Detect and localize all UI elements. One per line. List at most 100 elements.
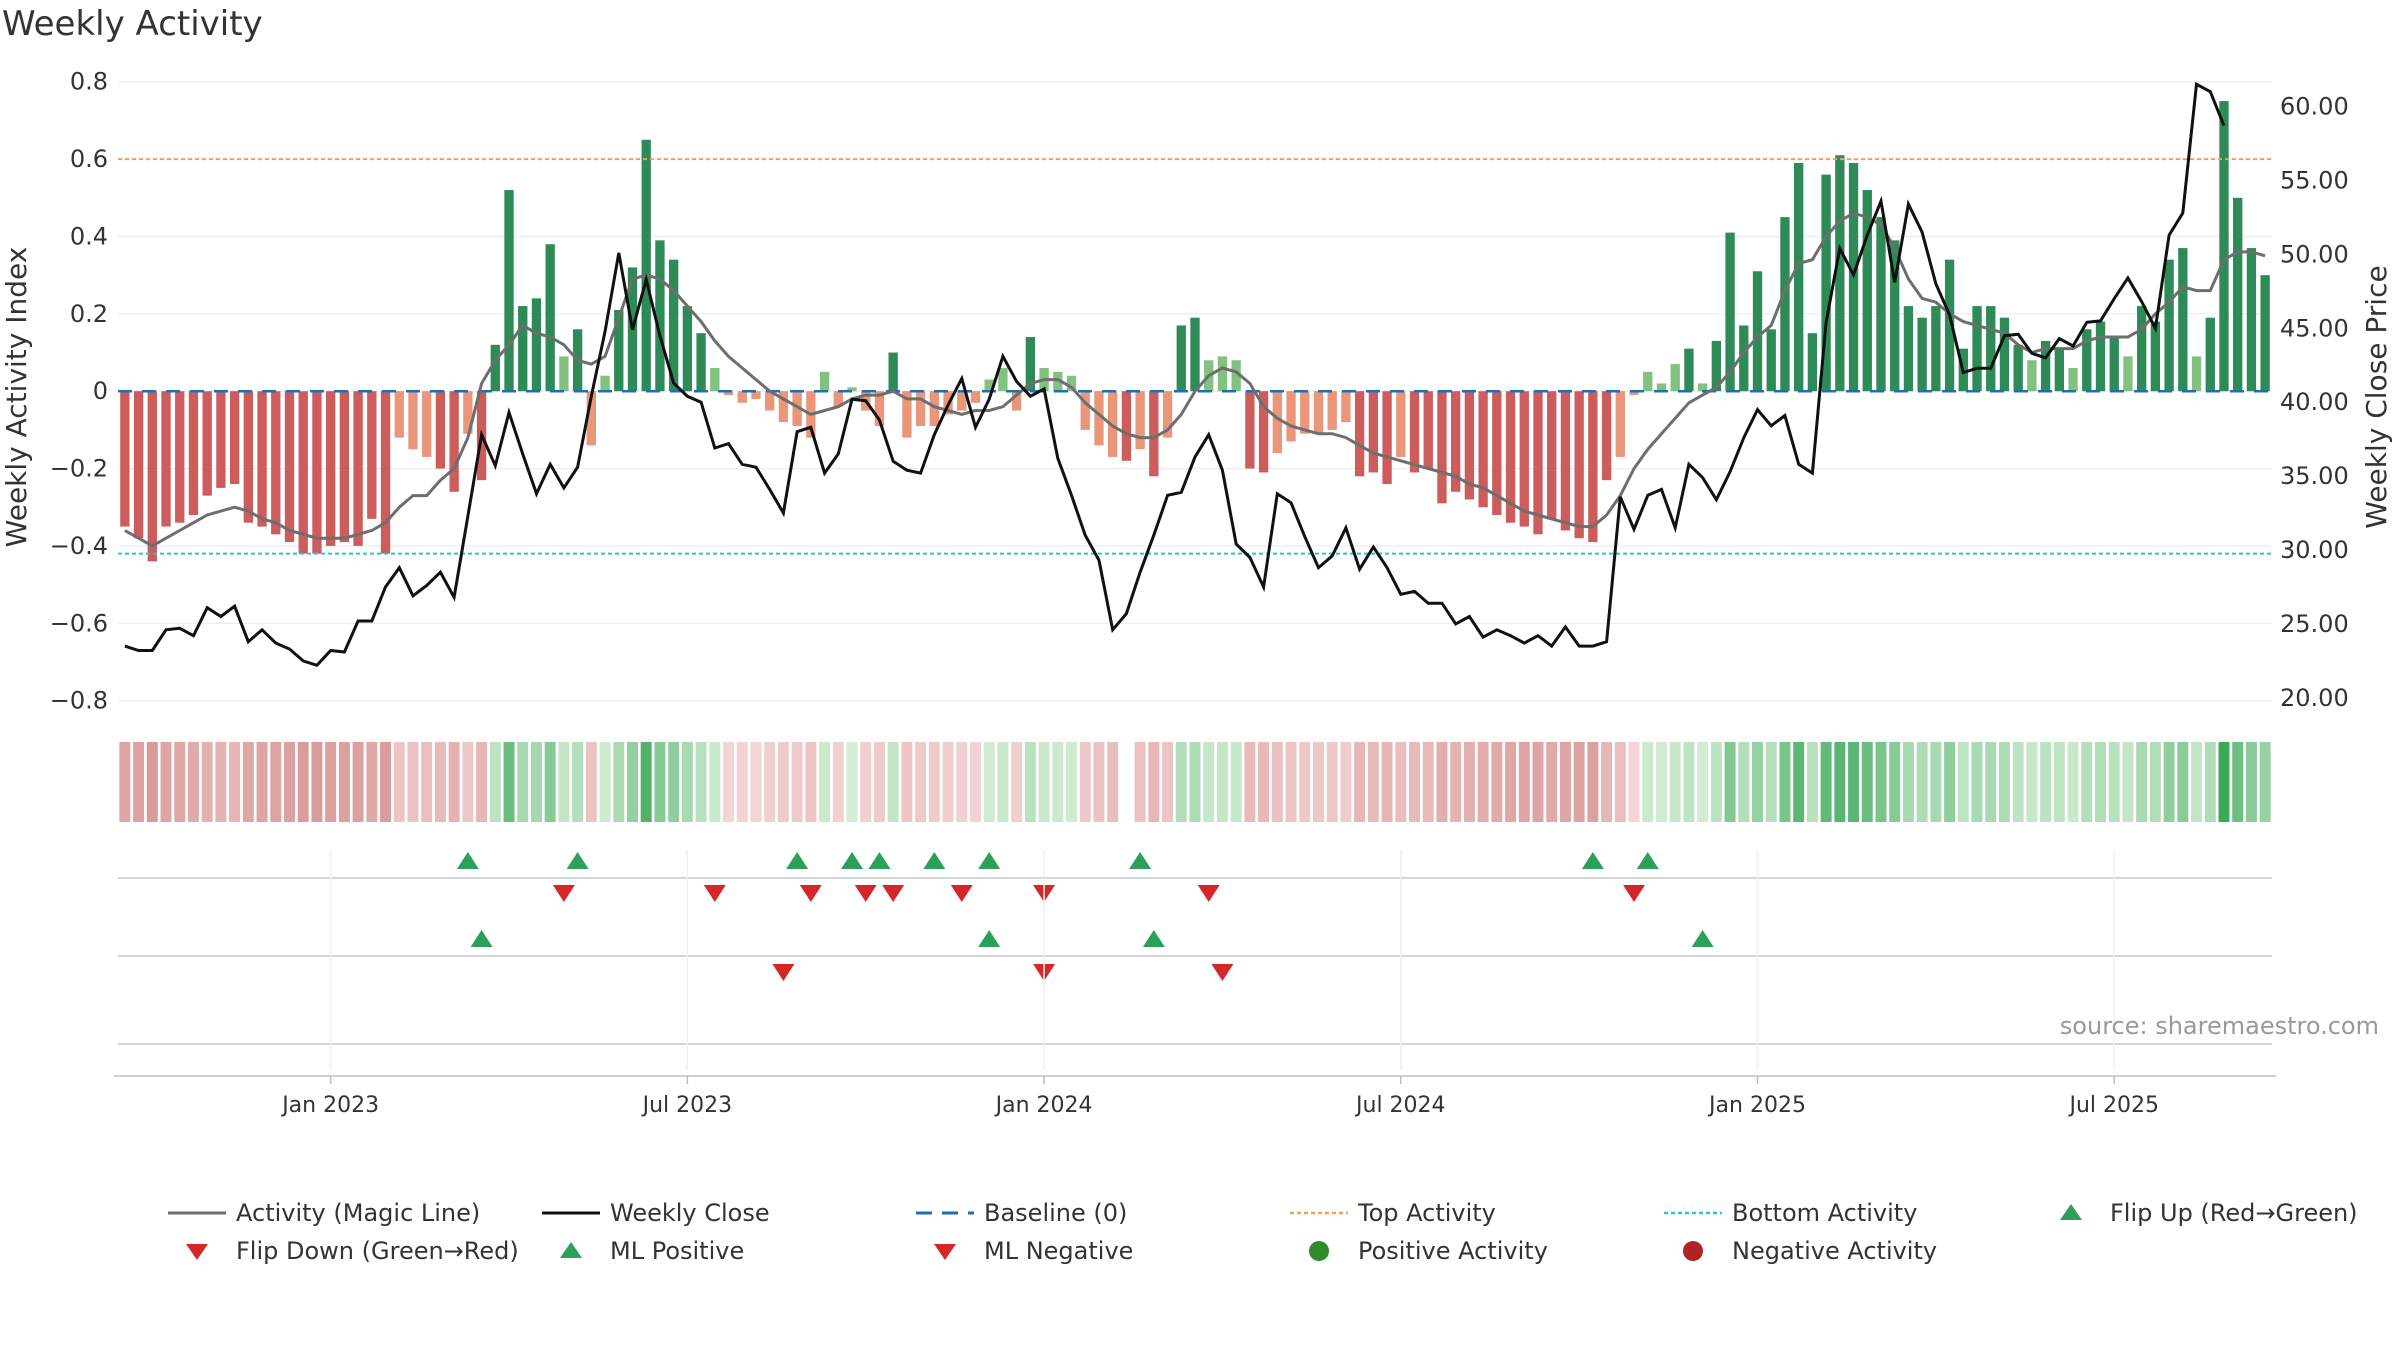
legend-item-mlpos[interactable]: ML Positive [540,1236,744,1266]
activity-bar [408,391,418,450]
heat-cell [1230,742,1242,822]
y-right-tick-label: 30.00 [2280,536,2349,564]
flip-up-marker [978,930,1001,947]
activity-bar [1382,391,1392,485]
activity-bar [710,367,720,392]
activity-bar [1547,391,1557,519]
heat-cell [1312,742,1324,822]
legend-label: ML Negative [984,1237,1134,1265]
heat-cell [1902,742,1914,822]
activity-bar [1533,391,1543,535]
activity-bar [2027,360,2037,392]
y-left-tick-label: −0.8 [50,687,108,715]
activity-bar [1409,391,1420,473]
activity-bar [257,391,267,527]
heat-cell [1957,742,1969,822]
legend-item-flipdown[interactable]: Flip Down (Green→Red) [166,1236,519,1266]
activity-bar [1053,371,1063,392]
activity-bar [2164,259,2174,392]
activity-bar [1917,317,1927,392]
flip-up-marker [868,852,891,869]
heat-cell [736,742,748,822]
heat-cell [1422,742,1434,822]
activity-bar [1011,391,1022,411]
heat-cell [2191,742,2203,822]
activity-bar [1368,391,1379,473]
heat-cell [2067,742,2079,822]
activity-bar [874,391,885,427]
heat-cell [2204,742,2216,822]
activity-bar [422,391,432,457]
flip-down-marker [1197,885,1220,902]
legend-item-posact[interactable]: Positive Activity [1288,1236,1548,1266]
flip-up-marker [566,852,589,869]
legend-label: Flip Down (Green→Red) [236,1237,519,1265]
activity-bar [723,391,734,396]
activity-bar [1437,391,1447,504]
activity-bar [2082,329,2092,392]
activity-bar [1478,391,1488,508]
activity-bar [1135,391,1145,450]
activity-bar [586,391,596,446]
legend-item-flipup[interactable]: Flip Up (Red→Green) [2040,1198,2358,1228]
heat-cell [1354,742,1366,822]
legend-label: Flip Up (Red→Green) [2110,1199,2358,1227]
activity-bar [1176,325,1186,392]
y-right-tick-label: 40.00 [2280,388,2349,416]
flip-down-marker [1623,885,1646,902]
heat-cell [2218,742,2230,822]
heat-cell [1340,742,1352,822]
legend-item-negact[interactable]: Negative Activity [1662,1236,1937,1266]
heat-cell [1477,742,1489,822]
legend-item-baseline[interactable]: Baseline (0) [914,1198,1127,1228]
legend-item-magic[interactable]: Activity (Magic Line) [166,1198,480,1228]
activity-bars [120,101,2270,562]
activity-bar [1807,333,1818,392]
activity-bar [463,391,473,434]
legend-item-top[interactable]: Top Activity [1288,1198,1496,1228]
activity-bar [284,391,295,543]
heat-cell [1175,742,1187,822]
heat-cell [695,742,707,822]
activity-bar [2260,275,2270,392]
heat-cell [1848,742,1860,822]
legend-item-bottom[interactable]: Bottom Activity [1662,1198,1917,1228]
activity-bar [1080,391,1090,430]
legend-item-mlneg[interactable]: ML Negative [914,1236,1133,1266]
activity-bar [1752,271,1763,392]
activity-bar [339,391,350,543]
activity-bar [970,391,981,403]
activity-bar [394,391,404,438]
heat-cell [1697,742,1709,822]
activity-bar [188,391,199,515]
activity-bar [2040,340,2051,392]
heat-cell [1134,742,1146,822]
activity-bar [1821,174,1831,392]
heat-cell [380,742,392,822]
legend-label: Top Activity [1358,1199,1496,1227]
heat-cell [517,742,529,822]
legend-item-close[interactable]: Weekly Close [540,1198,770,1228]
heat-cell [2122,742,2134,822]
activity-bar [1396,391,1406,457]
flip-down-marker [950,885,973,902]
heat-cell [201,742,213,822]
heat-cell [764,742,776,822]
activity-bar [518,306,528,392]
activity-bar [1629,391,1639,396]
activity-bar [1341,391,1351,423]
activity-bar [1574,391,1584,539]
activity-bar [325,391,336,546]
flip-up-marker [923,852,946,869]
activity-bar [380,391,391,554]
x-axis: Jan 2023 Jul 2023 Jan 2024 Jul 2024 Jan 2025… [114,850,2276,1118]
x-tick-label: Jan 2025 [1707,1093,1806,1118]
heat-cell [915,742,927,822]
legend-triangle-down-icon [186,1244,208,1260]
activity-bar [2246,248,2257,392]
y-left-tick-label: 0.6 [70,145,108,173]
heat-cell [1724,742,1736,822]
activity-bar [449,391,459,492]
heat-cell [1820,742,1832,822]
activity-bar [1766,329,1776,392]
